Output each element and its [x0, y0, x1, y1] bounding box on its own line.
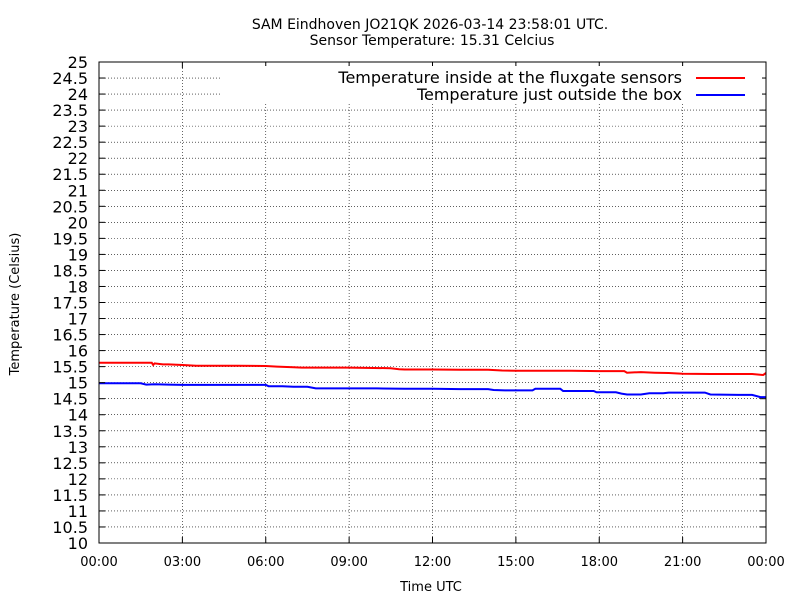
y-tick-label: 19.5: [52, 229, 88, 248]
y-tick-label: 10: [68, 534, 88, 553]
y-tick-label: 23: [68, 117, 88, 136]
y-tick-label: 16.5: [52, 326, 88, 345]
y-tick-label: 21.5: [52, 165, 88, 184]
series-lines: [99, 361, 767, 399]
axis-ticks: 1010.51111.51212.51313.51414.51515.51616…: [52, 53, 784, 570]
y-tick-label: 23.5: [52, 101, 88, 120]
y-tick-label: 15.5: [52, 358, 88, 377]
y-tick-label: 18: [68, 277, 88, 296]
y-tick-label: 19: [68, 245, 88, 264]
x-tick-label: 06:00: [247, 555, 284, 570]
grid-lines: [99, 62, 766, 543]
y-tick-label: 12: [68, 470, 88, 489]
y-tick-label: 13.5: [52, 422, 88, 441]
x-tick-label: 00:00: [80, 555, 117, 570]
y-tick-label: 17: [68, 310, 88, 329]
y-tick-label: 22: [68, 149, 88, 168]
x-axis-label: Time UTC: [399, 580, 462, 595]
y-tick-label: 18.5: [52, 261, 88, 280]
legend: Temperature inside at the fluxgate senso…: [222, 66, 762, 104]
y-tick-label: 22.5: [52, 133, 88, 152]
y-tick-label: 24.5: [52, 69, 88, 88]
series-line-outside-temperature: [99, 382, 766, 399]
y-tick-label: 13: [68, 438, 88, 457]
x-tick-label: 12:00: [414, 555, 451, 570]
y-tick-label: 12.5: [52, 454, 88, 473]
x-tick-label: 09:00: [330, 555, 367, 570]
legend-background: [222, 66, 762, 104]
y-tick-label: 21: [68, 181, 88, 200]
y-tick-label: 20.5: [52, 197, 88, 216]
legend-label-inside: Temperature inside at the fluxgate senso…: [337, 68, 682, 87]
y-tick-label: 17.5: [52, 294, 88, 313]
chart-title-line2: Sensor Temperature: 15.31 Celcius: [310, 33, 555, 49]
y-tick-label: 16: [68, 342, 88, 361]
x-tick-label: 18:00: [581, 555, 618, 570]
legend-label-outside: Temperature just outside the box: [416, 85, 682, 104]
x-tick-label: 15:00: [497, 555, 534, 570]
y-tick-label: 11.5: [52, 486, 88, 505]
y-tick-label: 15: [68, 374, 88, 393]
y-tick-label: 10.5: [52, 518, 88, 537]
y-tick-label: 11: [68, 502, 88, 521]
series-line-inside-temperature: [99, 361, 767, 377]
y-tick-label: 14: [68, 406, 88, 425]
y-tick-label: 20: [68, 213, 88, 232]
chart-title-line1: SAM Eindhoven JO21QK 2026-03-14 23:58:01…: [252, 17, 608, 33]
y-axis-label: Temperature (Celsius): [8, 233, 23, 377]
y-tick-label: 25: [68, 53, 88, 72]
x-tick-label: 21:00: [664, 555, 701, 570]
x-tick-label: 03:00: [164, 555, 201, 570]
x-tick-label: 00:00: [747, 555, 784, 570]
y-tick-label: 14.5: [52, 390, 88, 409]
y-tick-label: 24: [68, 85, 88, 104]
